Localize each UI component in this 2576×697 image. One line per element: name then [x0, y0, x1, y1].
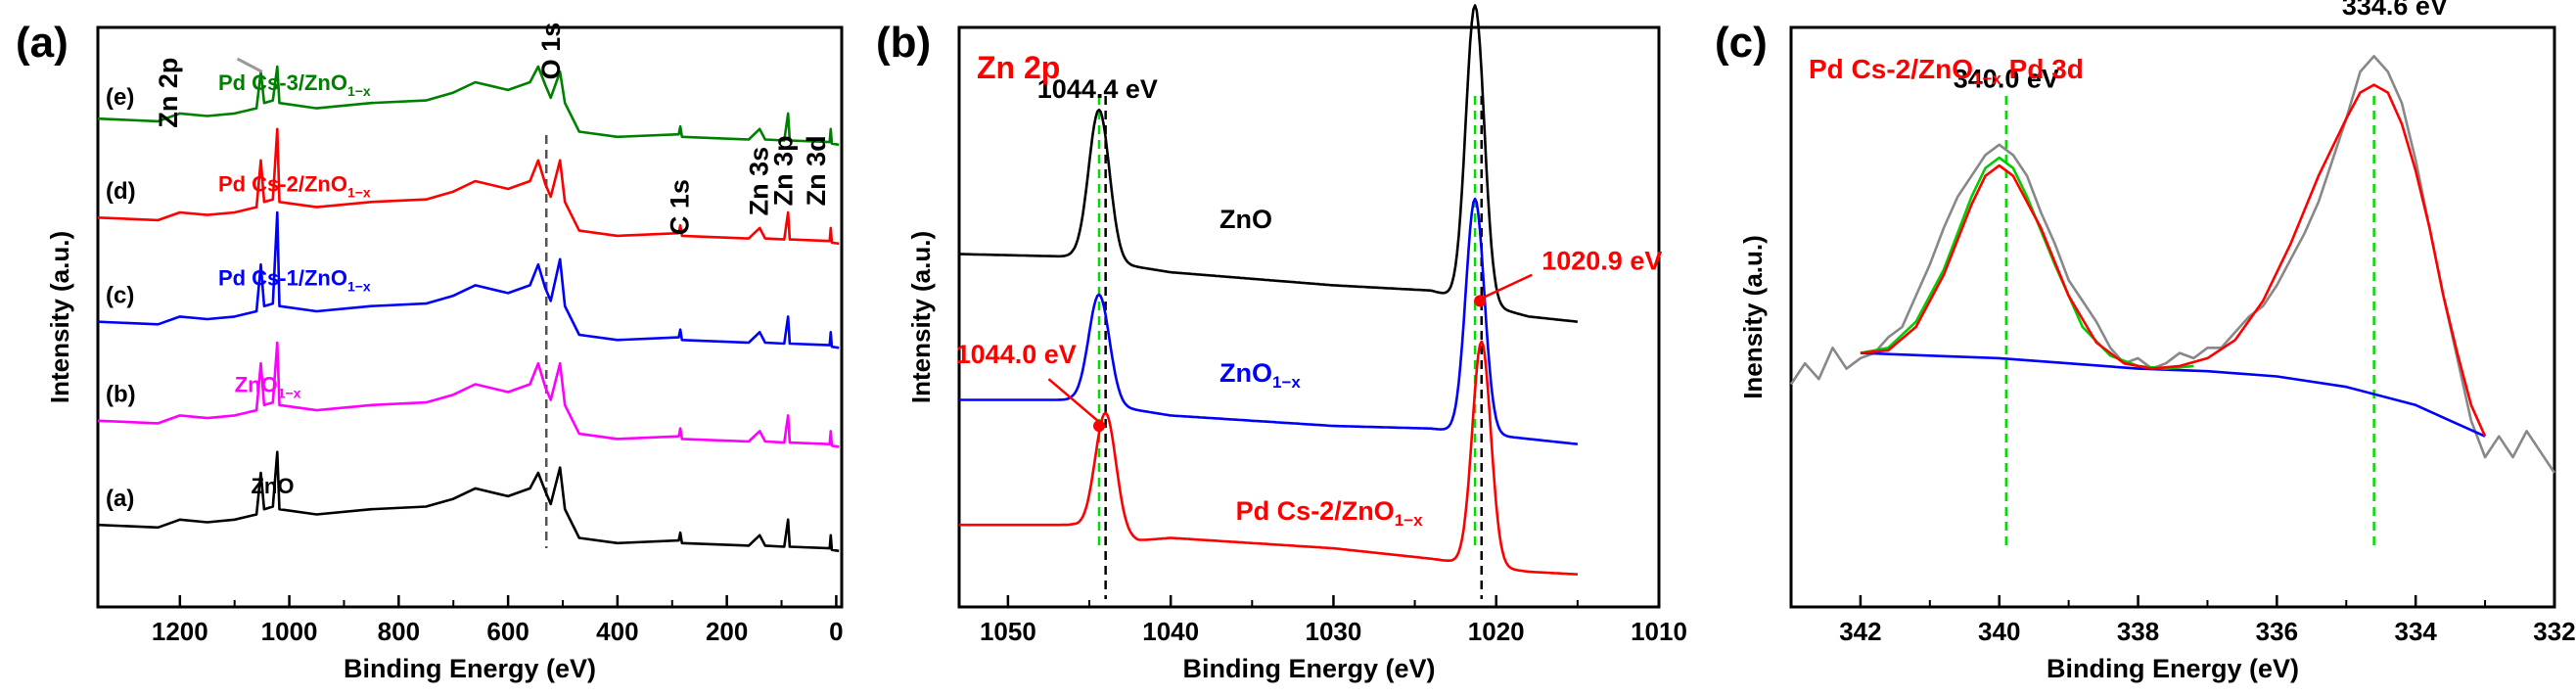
- panel-a-series-0: [97, 450, 840, 553]
- panel-c-series-2: [1860, 156, 2194, 370]
- panel-a-series-2: [97, 210, 840, 349]
- panel-b-xtick-label-2: 1030: [1306, 617, 1362, 646]
- panel-a-series-letter-0: (a): [106, 486, 134, 512]
- pointer-1020-icon: [1481, 273, 1533, 300]
- zn2p-arrow-icon: [236, 57, 263, 73]
- panel-c-xtick-label-1: 340: [1978, 617, 2020, 646]
- panel-c-xtick-label-0: 342: [1839, 617, 1881, 646]
- panel-c-xtick-label-5: 332: [2533, 617, 2575, 646]
- panel-b-xtick-label-3: 1020: [1468, 617, 1525, 646]
- panel-c-series-1: [1860, 351, 2486, 438]
- panel-a-annotation-3: Zn 3s: [745, 147, 774, 216]
- panel-a-series-letter-2: (c): [106, 282, 134, 308]
- panel-a-series-4: [97, 65, 840, 147]
- panel-b-xtick-label-0: 1050: [980, 617, 1036, 646]
- panel-a-annotation-2: C 1s: [666, 179, 695, 235]
- panel-b-peak-label-0: 1044.4 eV: [1037, 74, 1158, 104]
- panel-b-series-0: [958, 4, 1579, 323]
- marker-1044-icon: [1093, 420, 1105, 433]
- panel-a-xlabel: Binding Energy (eV): [344, 654, 596, 683]
- panel-a-xtick-label-2: 800: [378, 617, 420, 646]
- panel-a-xtick-label-5: 200: [706, 617, 748, 646]
- panel-a-series-letter-4: (e): [106, 84, 134, 111]
- panel-c-plot-frame: [1789, 25, 2556, 609]
- panel-c-peak-label-0: 340.0 eV: [1954, 64, 2059, 93]
- panel-b-xlabel: Binding Energy (eV): [1182, 654, 1435, 683]
- panel-b-series-label-1: ZnO1−x: [1219, 358, 1301, 392]
- panel-a: (a) 1200 1000 800 600 400 200 0 Binding Energy (…: [16, 19, 844, 683]
- panel-b-title: Zn 2p: [977, 50, 1060, 85]
- panel-a-series-letter-3: (d): [106, 178, 136, 205]
- pointer-1044-icon: [1047, 378, 1102, 425]
- panel-c-xtick-label-2: 338: [2117, 617, 2159, 646]
- panel-a-annotation-0: Zn 2p: [154, 58, 183, 128]
- panel-a-xtick-label-6: 0: [829, 617, 843, 646]
- panel-a-ylabel: Intensity (a.u.): [45, 231, 74, 403]
- panel-a-series-letter-1: (b): [106, 381, 136, 407]
- panel-b-xtick-label-1: 1040: [1142, 617, 1199, 646]
- panel-b: (b) 1050 1040 1030 1020 1010 Binding Energy (e…: [876, 4, 1687, 683]
- panel-b-plot-frame: [957, 25, 1661, 609]
- panel-a-series-1: [97, 341, 840, 448]
- panel-c-xlabel: Binding Energy (eV): [2047, 654, 2299, 683]
- panel-b-series-label-0: ZnO: [1219, 205, 1272, 234]
- panel-b-peak-label-3: 1044.0 eV: [956, 340, 1077, 369]
- panel-a-xtick-label-3: 600: [486, 617, 529, 646]
- panel-a-series-label-2: Pd Cs-1/ZnO1−x: [218, 265, 371, 294]
- panel-c-title: Pd Cs-2/ZnO1−x Pd 3d: [1809, 54, 2084, 88]
- panel-c-letter: (c): [1715, 19, 1768, 67]
- panel-a-plot-frame: [96, 25, 844, 609]
- panel-a-annotation-5: Zn 3d: [802, 135, 831, 206]
- panel-b-series-2: [959, 340, 1578, 576]
- panel-a-xtick-label-0: 1200: [152, 617, 208, 646]
- panel-c-series-3: [1860, 83, 2487, 438]
- panel-c-peak-label-1: 334.6 eV: [2342, 0, 2448, 21]
- panel-a-series-label-0: ZnO: [251, 474, 294, 498]
- panel-a-xtick-label-4: 400: [596, 617, 638, 646]
- panel-a-annotation-4: Zn 3p: [769, 135, 799, 206]
- panel-a-series-3: [97, 127, 840, 246]
- panel-b-xtick-label-4: 1010: [1631, 617, 1687, 646]
- panel-c-xtick-label-3: 336: [2256, 617, 2298, 646]
- panel-b-series-label-2: Pd Cs-2/ZnO1−x: [1236, 496, 1423, 530]
- panel-a-annotation-1: O 1s: [536, 23, 566, 80]
- panel-c-ylabel: Inensity (a.u.): [1738, 235, 1768, 399]
- panel-c-series-0: [1789, 55, 2556, 474]
- panel-b-ylabel: Intensity (a.u.): [906, 231, 936, 403]
- panel-a-letter: (a): [16, 19, 69, 67]
- panel-b-peak-label-2: 1020.9 eV: [1541, 246, 1662, 275]
- panel-c: (c) 342 340 338 336 334 332 Binding Energy (eV)…: [1715, 0, 2576, 683]
- panel-a-series-label-4: Pd Cs-3/ZnO1−x: [218, 70, 371, 99]
- panel-a-series-label-1: ZnO1−x: [235, 373, 301, 401]
- panel-b-letter: (b): [876, 19, 931, 67]
- panel-a-series-label-3: Pd Cs-2/ZnO1−x: [218, 172, 371, 201]
- panel-a-xtick-label-1: 1000: [261, 617, 318, 646]
- panel-b-series-1: [959, 197, 1579, 445]
- panel-c-xtick-label-4: 334: [2394, 617, 2437, 646]
